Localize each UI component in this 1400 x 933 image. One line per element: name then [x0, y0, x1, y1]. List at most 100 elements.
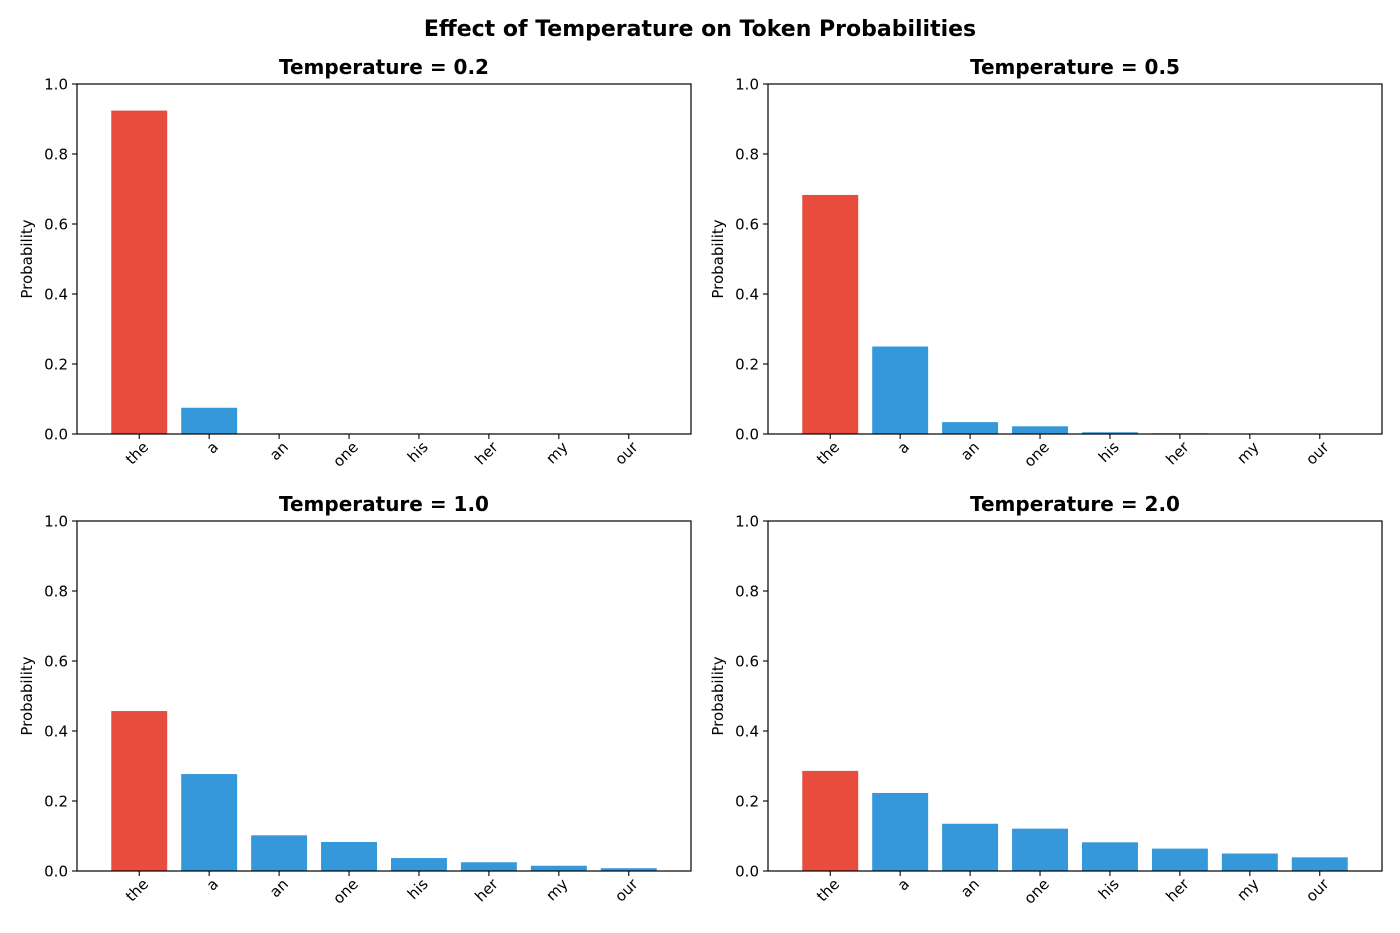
x-tick-label: a	[894, 875, 913, 894]
bar-series	[111, 711, 657, 871]
bar-the	[111, 711, 168, 871]
x-axis: the a an one his her my our	[122, 871, 642, 908]
y-axis: 0.0 0.2 0.4 0.6 0.8 1.0	[735, 513, 768, 881]
y-tick-label: 0.0	[735, 863, 759, 881]
subplot-title: Temperature = 1.0	[279, 492, 489, 516]
y-axis-label: Probability	[709, 656, 727, 735]
y-axis: 0.0 0.2 0.4 0.6 0.8 1.0	[735, 76, 768, 444]
x-tick-label: our	[1302, 875, 1333, 906]
y-tick-label: 0.4	[44, 723, 68, 741]
bar-an	[942, 823, 999, 871]
subplot-grid: Temperature = 0.2 0.0 0.2 0.4 0.6 0.8 1.0 Proba…	[18, 55, 1383, 908]
x-tick-label: a	[894, 438, 913, 457]
x-tick-label: a	[203, 875, 222, 894]
x-tick-label: our	[1302, 438, 1333, 469]
y-tick-label: 0.2	[735, 793, 759, 811]
y-axis: 0.0 0.2 0.4 0.6 0.8 1.0	[44, 76, 77, 444]
x-tick-label: one	[329, 875, 361, 907]
y-axis: 0.0 0.2 0.4 0.6 0.8 1.0	[44, 513, 77, 881]
bar-the	[802, 194, 859, 434]
y-tick-label: 0.8	[735, 583, 759, 601]
x-tick-label: an	[957, 438, 983, 464]
bar-an	[942, 422, 999, 434]
bar-his	[1081, 842, 1138, 871]
y-tick-label: 0.6	[735, 216, 759, 234]
x-tick-label: his	[1095, 875, 1123, 903]
x-tick-label: the	[122, 875, 152, 905]
x-tick-label: her	[1162, 875, 1193, 906]
bar-series	[111, 110, 587, 434]
subplot-title: Temperature = 0.5	[970, 55, 1180, 79]
bar-one	[321, 841, 378, 871]
subplot: Temperature = 2.0 0.0 0.2 0.4 0.6 0.8 1.0 Proba…	[709, 492, 1383, 908]
y-tick-label: 0.4	[44, 286, 68, 304]
bar-my	[1221, 853, 1278, 871]
bar-a	[181, 407, 238, 434]
y-axis-label: Probability	[18, 219, 36, 298]
x-axis: the a an one his her my our	[813, 871, 1333, 908]
bar-one	[1012, 426, 1069, 434]
bar-her	[460, 862, 517, 871]
subplot: Temperature = 0.2 0.0 0.2 0.4 0.6 0.8 1.0 Proba…	[18, 55, 692, 471]
subplot: Temperature = 0.5 0.0 0.2 0.4 0.6 0.8 1.0 Proba…	[709, 55, 1383, 471]
axes-frame	[76, 520, 692, 872]
x-tick-label: one	[1020, 438, 1052, 470]
y-tick-label: 0.0	[735, 426, 759, 444]
y-tick-label: 1.0	[44, 76, 68, 94]
y-tick-label: 0.0	[44, 426, 68, 444]
y-tick-label: 0.8	[44, 583, 68, 601]
x-tick-label: an	[957, 875, 983, 901]
x-tick-label: one	[329, 438, 361, 470]
axes-frame	[767, 520, 1383, 872]
y-axis-label: Probability	[18, 656, 36, 735]
y-axis-label: Probability	[709, 219, 727, 298]
y-tick-label: 0.4	[735, 286, 759, 304]
x-tick-label: his	[1095, 438, 1123, 466]
x-axis: the a an one his her my our	[122, 434, 642, 471]
bar-series	[802, 194, 1348, 434]
x-tick-label: my	[542, 438, 571, 467]
subplot-title: Temperature = 2.0	[970, 492, 1180, 516]
bar-her	[1151, 848, 1208, 871]
x-tick-label: an	[266, 438, 292, 464]
bar-the	[802, 770, 859, 871]
y-tick-label: 0.6	[44, 653, 68, 671]
y-tick-label: 0.2	[44, 356, 68, 374]
y-tick-label: 0.8	[44, 146, 68, 164]
x-tick-label: the	[122, 438, 152, 468]
x-tick-label: her	[1162, 438, 1193, 469]
axes-frame	[76, 83, 692, 435]
y-tick-label: 0.2	[735, 356, 759, 374]
y-tick-label: 0.8	[735, 146, 759, 164]
y-tick-label: 1.0	[735, 513, 759, 531]
x-tick-label: a	[203, 438, 222, 457]
x-tick-label: my	[1233, 875, 1262, 904]
bar-an	[251, 835, 308, 871]
bar-one	[1012, 828, 1069, 871]
x-tick-label: his	[404, 875, 432, 903]
bar-a	[872, 792, 929, 871]
y-tick-label: 1.0	[44, 513, 68, 531]
subplot: Temperature = 1.0 0.0 0.2 0.4 0.6 0.8 1.0 Proba…	[18, 492, 692, 908]
bar-the	[111, 110, 168, 434]
y-tick-label: 0.6	[735, 653, 759, 671]
x-tick-label: our	[611, 438, 642, 469]
bar-our	[1291, 857, 1348, 871]
bar-a	[181, 774, 238, 871]
x-tick-label: the	[813, 875, 843, 905]
x-tick-label: the	[813, 438, 843, 468]
bar-my	[530, 865, 587, 871]
bar-series	[802, 770, 1348, 871]
bar-his	[1081, 432, 1138, 434]
y-tick-label: 0.6	[44, 216, 68, 234]
x-tick-label: one	[1020, 875, 1052, 907]
subplot-title: Temperature = 0.2	[279, 55, 489, 79]
x-tick-label: our	[611, 875, 642, 906]
axes-frame	[767, 83, 1383, 435]
x-tick-label: my	[542, 875, 571, 904]
y-tick-label: 1.0	[735, 76, 759, 94]
y-tick-label: 0.0	[44, 863, 68, 881]
figure-suptitle: Effect of Temperature on Token Probabili…	[424, 17, 976, 42]
bar-a	[872, 346, 929, 434]
